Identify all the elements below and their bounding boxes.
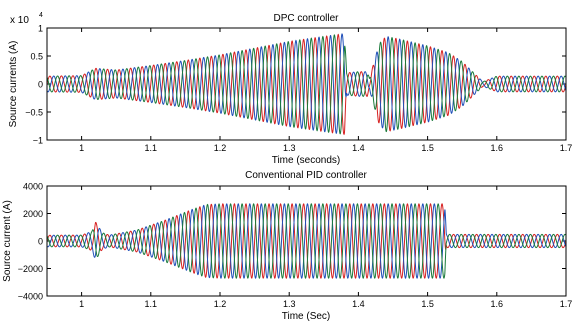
series-group [47, 203, 566, 279]
y-tick-label: 0.5 [30, 52, 43, 62]
x-tick-label: 1.6 [491, 299, 504, 309]
chart-title: Conventional PID controller [245, 170, 367, 181]
x-tick-label: 1.2 [214, 299, 227, 309]
y-tick-label: 0 [38, 237, 43, 247]
x-tick-label: 1.1 [145, 143, 158, 153]
x-tick-label: 1 [79, 299, 84, 309]
x-tick-label: 1.2 [214, 143, 227, 153]
series-phase-a [47, 203, 566, 279]
y-tick-label: 0 [38, 80, 43, 90]
series-phase-c [47, 34, 566, 135]
x-tick-label: 1.6 [491, 143, 504, 153]
y-tick-label: 1 [38, 24, 43, 34]
x-axis-ticks: 1 1.1 1.2 1.3 1.4 1.5 1.6 1.7 [79, 186, 572, 309]
plot-frame [46, 185, 567, 297]
x-tick-label: 1.4 [352, 143, 365, 153]
y-axis-label: Source current (A) [2, 200, 13, 282]
x-tick-label: 1 [79, 143, 84, 153]
y-tick-label: −2000 [18, 264, 43, 274]
x-tick-label: 1.1 [145, 299, 158, 309]
x-axis-label: Time (seconds) [272, 155, 341, 166]
x-axis-ticks: 1 1.1 1.2 1.3 1.4 1.5 1.6 1.7 [79, 28, 572, 153]
chart-title: DPC controller [273, 13, 339, 24]
y-tick-label: 2000 [23, 209, 43, 219]
y-multiplier-exponent: 4 [39, 12, 43, 19]
series-phase-c [47, 203, 566, 279]
x-tick-label: 1.4 [352, 299, 365, 309]
x-tick-label: 1.5 [421, 143, 434, 153]
plot-frame [46, 27, 567, 141]
y-multiplier-label: x 10 [10, 15, 29, 26]
chart-panel-pid: Conventional PID controller Source curre… [2, 170, 572, 322]
y-tick-label: −0.5 [25, 108, 43, 118]
x-axis-label: Time (Sec) [282, 311, 331, 322]
x-tick-label: 1.7 [560, 143, 573, 153]
y-tick-label: −4000 [18, 292, 43, 302]
y-tick-label: 4000 [23, 182, 43, 192]
series-group [47, 33, 566, 136]
series-phase-b [47, 33, 566, 134]
x-tick-label: 1.7 [560, 299, 573, 309]
series-phase-a [47, 33, 566, 136]
chart-panel-dpc: DPC controller x 10 4 Source currents (A… [8, 12, 572, 166]
series-phase-b [47, 203, 566, 279]
x-tick-label: 1.3 [283, 299, 296, 309]
y-axis-label: Source currents (A) [8, 41, 19, 128]
x-tick-label: 1.3 [283, 143, 296, 153]
y-tick-label: −1 [33, 136, 43, 146]
x-tick-label: 1.5 [421, 299, 434, 309]
